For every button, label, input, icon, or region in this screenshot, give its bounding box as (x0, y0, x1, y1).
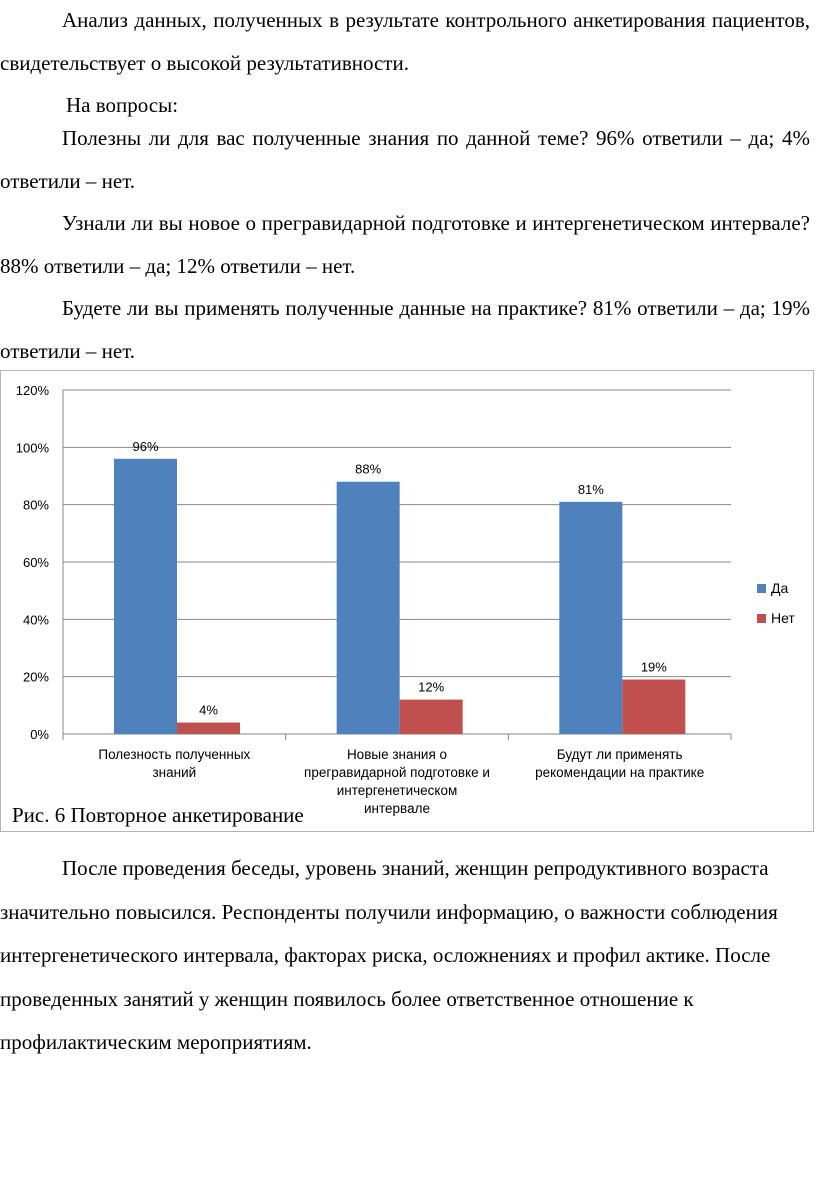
y-tick-label: 20% (23, 670, 49, 685)
data-label: 96% (132, 439, 158, 454)
question-2-paragraph: Узнали ли вы новое о прегравидарной подг… (0, 211, 810, 278)
bar-yes (336, 481, 400, 734)
y-tick-label: 80% (23, 498, 49, 513)
intro-paragraph-1: Анализ данных, полученных в результате к… (0, 8, 810, 75)
category-label: интергенетическом (337, 783, 458, 798)
data-label: 88% (355, 462, 381, 477)
figure-caption: Рис. 6 Повторное анкетирование (12, 803, 308, 828)
category-label: рекомендации на практике (535, 765, 704, 780)
conclusion-paragraph: После проведения беседы, уровень знаний,… (0, 856, 778, 1054)
legend-label: Нет (771, 610, 795, 626)
y-tick-label: 0% (30, 727, 49, 742)
bar-chart-svg: 0% 20% 40% 60% 80% 100% 120% 96% 88% 81% 4% 12% 19% П… (16, 383, 796, 816)
data-label: 4% (199, 703, 218, 718)
bar-no (399, 699, 463, 734)
category-label: прегравидарной подготовке и (304, 765, 490, 780)
bar-no (177, 722, 240, 734)
y-tick-label: 120% (16, 383, 50, 398)
intro-paragraph-2: На вопросы: (66, 93, 179, 117)
legend-swatch (757, 614, 766, 623)
question-1-paragraph: Полезны ли для вас полученные знания по … (0, 126, 810, 193)
data-label: 19% (641, 660, 667, 675)
category-label: Будут ли применять (557, 747, 683, 762)
legend-swatch (757, 584, 766, 593)
category-label: знаний (152, 765, 196, 780)
bar-yes (559, 501, 623, 734)
category-label: Новые знания о (347, 747, 447, 762)
data-label: 12% (418, 680, 444, 695)
category-label: интервале (364, 801, 430, 816)
y-tick-label: 60% (23, 555, 49, 570)
y-tick-label: 100% (16, 440, 50, 455)
legend-label: Да (771, 580, 788, 596)
y-tick-label: 40% (23, 612, 49, 627)
question-3-paragraph: Будете ли вы применять полученные данные… (0, 296, 810, 363)
data-label: 81% (578, 482, 604, 497)
bar-no (622, 679, 686, 734)
category-label: Полезность полученных (98, 747, 250, 762)
survey-chart: 0% 20% 40% 60% 80% 100% 120% 96% 88% 81% 4% 12% 19% П… (0, 370, 814, 832)
bar-yes (114, 458, 177, 734)
